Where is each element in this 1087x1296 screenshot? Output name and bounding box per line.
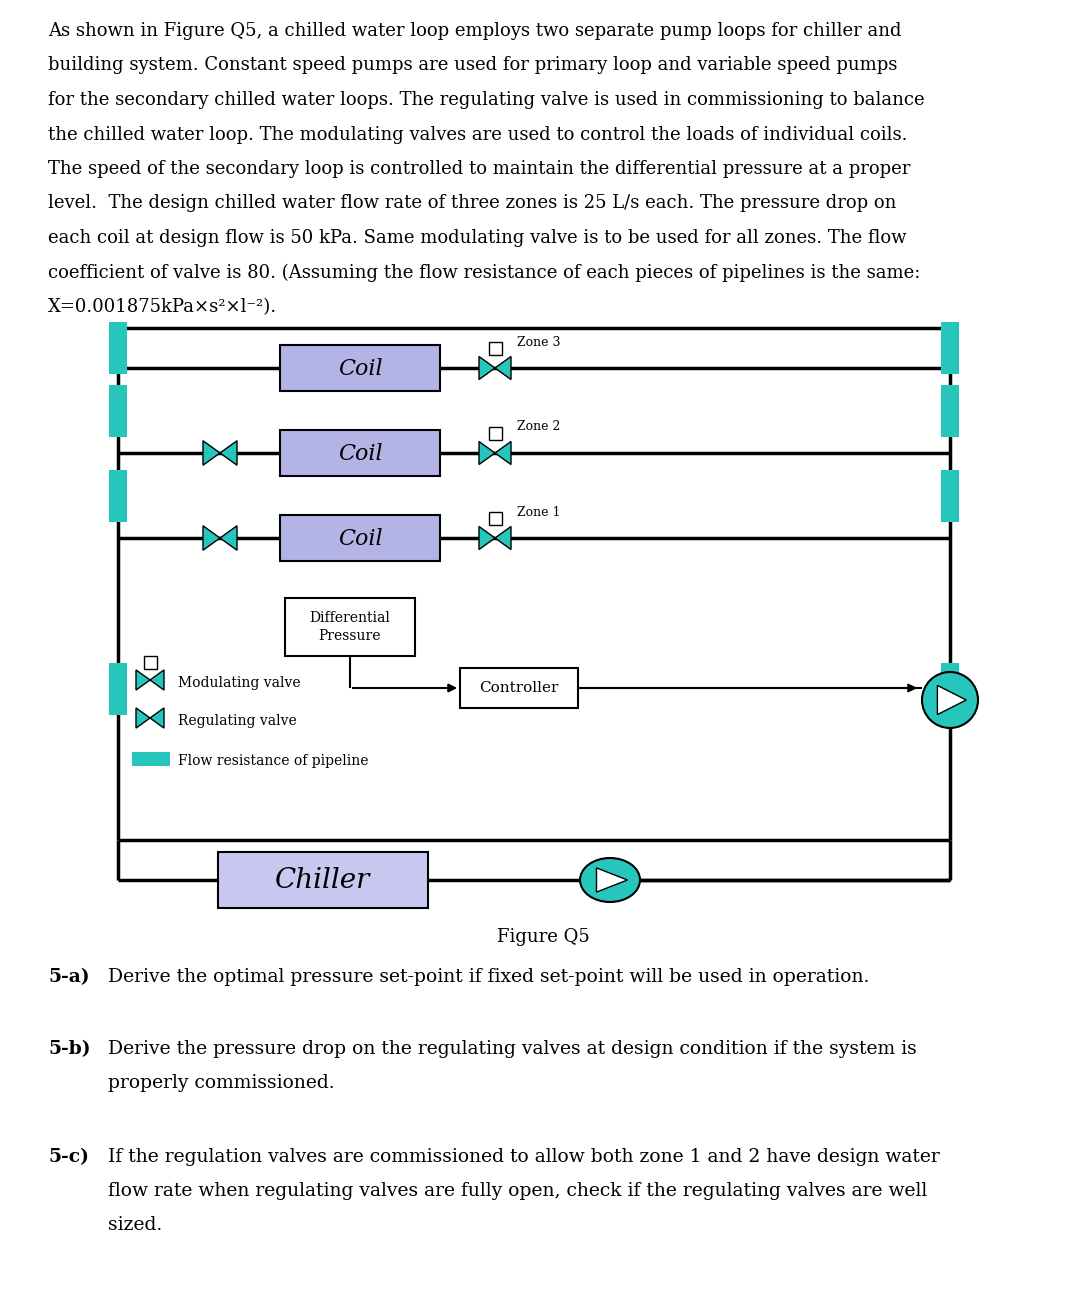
Bar <box>280 515 440 561</box>
Bar <box>109 664 127 715</box>
Bar <box>941 321 959 375</box>
Text: As shown in Figure Q5, a chilled water loop employs two separate pump loops for : As shown in Figure Q5, a chilled water l… <box>48 22 901 40</box>
Text: Figure Q5: Figure Q5 <box>497 928 589 946</box>
Polygon shape <box>136 670 150 689</box>
Text: Zone 3: Zone 3 <box>517 336 561 349</box>
Bar <box>941 469 959 521</box>
Text: Derive the pressure drop on the regulating valves at design condition if the sys: Derive the pressure drop on the regulati… <box>108 1039 916 1058</box>
Text: flow rate when regulating valves are fully open, check if the regulating valves : flow rate when regulating valves are ful… <box>108 1182 927 1200</box>
Text: building system. Constant speed pumps are used for primary loop and variable spe: building system. Constant speed pumps ar… <box>48 57 898 74</box>
Bar <box>280 345 440 391</box>
Text: Regulating valve: Regulating valve <box>178 714 297 728</box>
Bar <box>285 597 415 656</box>
Polygon shape <box>597 868 627 892</box>
Text: 5-b): 5-b) <box>48 1039 90 1058</box>
Bar <box>488 512 501 525</box>
Bar <box>488 428 501 441</box>
Ellipse shape <box>580 858 640 902</box>
Bar <box>941 385 959 437</box>
Text: Coil: Coil <box>338 443 383 465</box>
Text: 5-a): 5-a) <box>48 968 89 986</box>
Bar <box>941 664 959 715</box>
Polygon shape <box>203 441 220 465</box>
Polygon shape <box>150 670 164 689</box>
Text: coefficient of valve is 80. (Assuming the flow resistance of each pieces of pipe: coefficient of valve is 80. (Assuming th… <box>48 263 921 281</box>
Text: Differential: Differential <box>310 610 390 625</box>
Polygon shape <box>136 708 150 728</box>
Text: If the regulation valves are commissioned to allow both zone 1 and 2 have design: If the regulation valves are commissione… <box>108 1148 940 1166</box>
Text: 5-c): 5-c) <box>48 1148 89 1166</box>
Circle shape <box>922 673 978 728</box>
Bar <box>460 667 578 708</box>
Text: Zone 1: Zone 1 <box>517 505 561 518</box>
Text: each coil at design flow is 50 kPa. Same modulating valve is to be used for all : each coil at design flow is 50 kPa. Same… <box>48 229 907 248</box>
Polygon shape <box>495 442 511 464</box>
Bar <box>109 321 127 375</box>
Bar <box>280 430 440 476</box>
Text: Controller: Controller <box>479 680 559 695</box>
Polygon shape <box>220 526 237 551</box>
Polygon shape <box>203 526 220 551</box>
Polygon shape <box>495 356 511 380</box>
Text: properly commissioned.: properly commissioned. <box>108 1074 335 1093</box>
Bar <box>109 469 127 521</box>
Text: The speed of the secondary loop is controlled to maintain the differential press: The speed of the secondary loop is contr… <box>48 159 911 178</box>
Polygon shape <box>220 441 237 465</box>
Text: Zone 2: Zone 2 <box>517 420 561 433</box>
Polygon shape <box>479 442 495 464</box>
Text: X=0.001875kPa×s²×l⁻²).: X=0.001875kPa×s²×l⁻²). <box>48 298 277 316</box>
Text: Pressure: Pressure <box>318 629 382 643</box>
Text: sized.: sized. <box>108 1216 162 1234</box>
Polygon shape <box>150 708 164 728</box>
Text: Modulating valve: Modulating valve <box>178 677 301 689</box>
Text: the chilled water loop. The modulating valves are used to control the loads of i: the chilled water loop. The modulating v… <box>48 126 908 144</box>
Bar <box>143 656 157 669</box>
Polygon shape <box>937 686 966 714</box>
Text: level.  The design chilled water flow rate of three zones is 25 L/s each. The pr: level. The design chilled water flow rat… <box>48 194 897 213</box>
Bar <box>488 342 501 355</box>
Text: Coil: Coil <box>338 527 383 550</box>
Text: Derive the optimal pressure set-point if fixed set-point will be used in operati: Derive the optimal pressure set-point if… <box>108 968 870 986</box>
Bar <box>218 851 428 908</box>
Polygon shape <box>479 526 495 550</box>
Text: Chiller: Chiller <box>275 867 371 894</box>
Text: Flow resistance of pipeline: Flow resistance of pipeline <box>178 754 368 769</box>
Text: for the secondary chilled water loops. The regulating valve is used in commissio: for the secondary chilled water loops. T… <box>48 91 925 109</box>
Bar <box>132 752 170 766</box>
Bar <box>109 385 127 437</box>
Polygon shape <box>495 526 511 550</box>
Text: Coil: Coil <box>338 358 383 380</box>
Polygon shape <box>479 356 495 380</box>
